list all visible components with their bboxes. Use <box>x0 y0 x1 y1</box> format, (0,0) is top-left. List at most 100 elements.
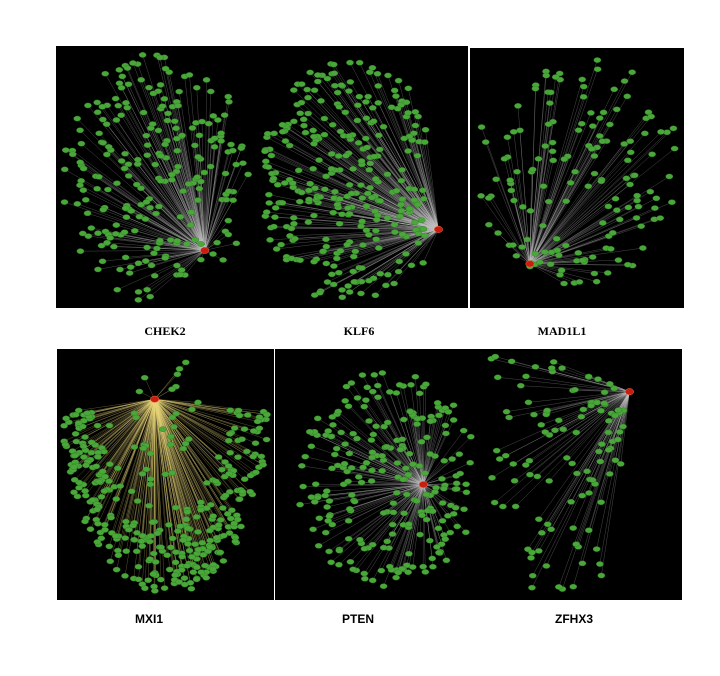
gene-node <box>81 434 89 440</box>
edge <box>529 160 554 264</box>
gene-node <box>114 102 123 109</box>
gene-node <box>306 69 314 76</box>
gene-node <box>397 201 405 208</box>
gene-node <box>139 445 148 452</box>
gene-node <box>531 250 540 257</box>
edge <box>204 220 229 251</box>
edge <box>528 391 630 403</box>
gene-node <box>374 382 382 389</box>
gene-node <box>592 546 601 552</box>
edge <box>367 96 439 230</box>
edge <box>422 229 439 263</box>
gene-node <box>347 465 356 471</box>
gene-node <box>358 195 367 201</box>
gene-node <box>423 434 431 441</box>
edge <box>494 391 630 503</box>
gene-node <box>405 521 413 527</box>
gene-node <box>99 116 107 123</box>
gene-node <box>291 235 299 242</box>
gene-node <box>160 96 169 102</box>
edge <box>480 195 531 264</box>
gene-node <box>79 165 88 172</box>
gene-node <box>213 239 221 246</box>
gene-node <box>142 199 151 205</box>
gene-node <box>344 518 353 524</box>
gene-node <box>358 265 366 271</box>
gene-node <box>173 135 181 142</box>
edge <box>331 229 439 275</box>
gene-node <box>122 518 130 525</box>
gene-node <box>528 584 536 591</box>
gene-node <box>604 203 613 210</box>
edge <box>337 92 439 230</box>
edge <box>329 484 424 517</box>
gene-node <box>622 175 631 182</box>
gene-node <box>407 382 415 388</box>
edge <box>529 159 565 264</box>
gene-node <box>538 530 546 536</box>
gene-node <box>335 561 343 568</box>
edge <box>393 484 424 513</box>
gene-node <box>333 89 342 96</box>
edge-group <box>480 60 675 284</box>
gene-node <box>147 533 155 539</box>
gene-node <box>97 242 106 249</box>
gene-node <box>219 532 228 539</box>
gene-node <box>86 526 95 532</box>
edge <box>65 399 155 445</box>
network-panel-klf6 <box>257 46 468 308</box>
gene-node <box>378 467 386 474</box>
gene-node <box>173 238 182 244</box>
gene-node <box>354 474 363 480</box>
gene-node <box>408 564 417 570</box>
edge <box>529 128 674 264</box>
gene-node <box>417 439 426 445</box>
gene-node <box>185 547 194 554</box>
edge <box>204 133 222 251</box>
gene-node <box>509 461 518 467</box>
gene-node <box>488 474 496 481</box>
gene-node <box>370 153 378 160</box>
gene-node <box>230 520 238 527</box>
gene-node <box>191 541 199 547</box>
gene-node <box>402 465 410 472</box>
gene-node <box>167 544 175 551</box>
gene-node <box>624 157 632 164</box>
gene-node <box>600 400 609 407</box>
edge <box>154 399 262 457</box>
gene-node <box>160 585 169 591</box>
edge <box>367 387 424 485</box>
gene-node <box>205 527 214 534</box>
gene-node <box>359 464 367 471</box>
gene-node <box>350 279 359 285</box>
gene-node <box>399 476 407 483</box>
gene-node <box>168 386 176 393</box>
gene-node <box>117 85 126 91</box>
edge <box>154 374 178 400</box>
edge <box>270 227 439 230</box>
gene-node <box>537 422 546 428</box>
edge <box>83 399 155 447</box>
gene-node <box>70 489 78 496</box>
gene-node <box>383 171 392 178</box>
edge <box>204 138 215 251</box>
gene-node <box>540 249 549 255</box>
gene-node <box>307 443 316 450</box>
gene-node <box>414 240 423 246</box>
gene-node <box>71 411 80 418</box>
edge <box>129 250 205 274</box>
gene-node <box>202 575 211 581</box>
gene-node <box>379 510 388 516</box>
gene-node <box>94 454 102 460</box>
gene-node <box>600 389 609 396</box>
gene-node <box>369 118 378 125</box>
gene-node <box>138 471 147 477</box>
gene-node <box>219 558 228 564</box>
gene-node <box>528 549 536 556</box>
gene-node <box>513 168 521 175</box>
gene-node <box>639 245 647 251</box>
gene-node <box>334 408 342 415</box>
edge <box>184 76 205 251</box>
edge <box>357 397 424 485</box>
gene-node <box>536 259 544 266</box>
